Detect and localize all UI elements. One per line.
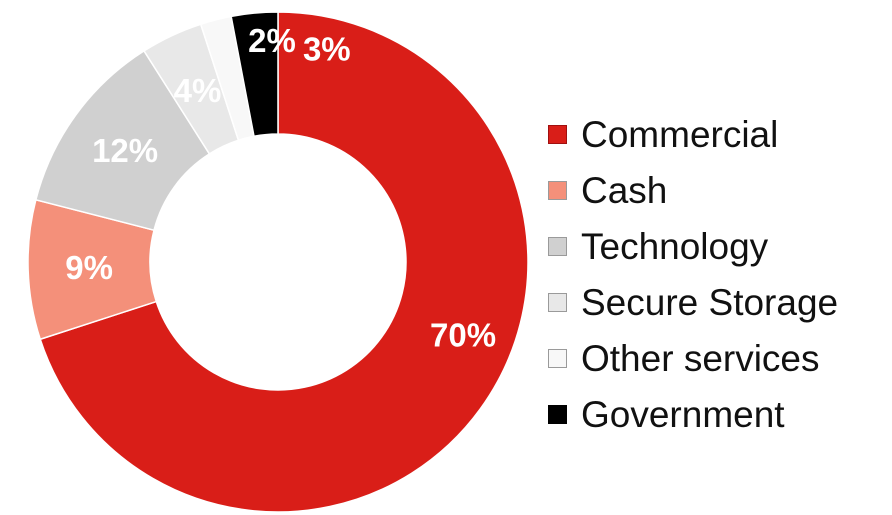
legend-item-secure-storage: Secure Storage	[548, 274, 838, 330]
legend-swatch-technology	[548, 236, 567, 256]
legend-swatch-cash	[548, 180, 567, 200]
data-label-secure-storage: 4%	[174, 72, 222, 109]
slice-government	[230, 11, 279, 138]
legend-swatch-government	[548, 404, 567, 424]
legend-label-technology: Technology	[581, 225, 769, 267]
data-label-government: 3%	[303, 31, 351, 68]
data-label-commercial: 70%	[430, 316, 496, 353]
legend-swatch-secure-storage	[548, 292, 567, 312]
chart-legend: Commercial Cash Technology Secure Storag…	[548, 106, 838, 442]
legend-label-cash: Cash	[581, 169, 668, 211]
legend-label-government: Government	[581, 393, 785, 435]
legend-item-technology: Technology	[548, 218, 838, 274]
donut-slices	[27, 11, 529, 513]
legend-item-government: Government	[548, 386, 838, 442]
data-label-top-extra: 2%	[248, 22, 296, 59]
legend-item-cash: Cash	[548, 162, 838, 218]
donut-labels: 70% 9% 12% 4% 3%2%	[65, 22, 496, 353]
data-label-technology: 12%	[92, 132, 158, 169]
legend-swatch-commercial	[548, 124, 567, 144]
legend-item-commercial: Commercial	[548, 106, 838, 162]
slice-commercial	[39, 11, 529, 513]
legend-swatch-other-services	[548, 348, 567, 368]
legend-item-other-services: Other services	[548, 330, 838, 386]
legend-label-secure-storage: Secure Storage	[581, 281, 839, 323]
legend-label-commercial: Commercial	[581, 113, 779, 155]
legend-label-other-services: Other services	[581, 337, 820, 379]
data-label-cash: 9%	[65, 249, 113, 286]
